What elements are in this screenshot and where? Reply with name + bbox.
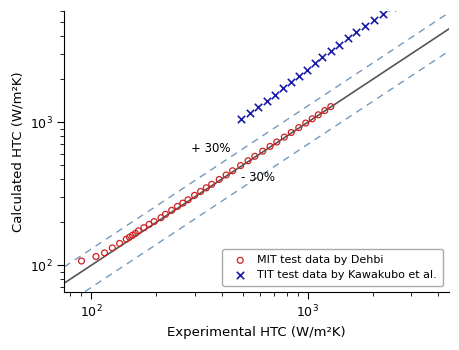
TIT test data by Kawakubo et al. — [378, 11, 386, 16]
MIT test data by Dehbi — [125, 234, 133, 240]
MIT test data by Dehbi — [123, 236, 130, 242]
TIT test data by Kawakubo et al. — [369, 17, 376, 22]
MIT test data by Dehbi — [116, 241, 123, 246]
MIT test data by Dehbi — [92, 254, 100, 259]
MIT test data by Dehbi — [145, 222, 152, 227]
TIT test data by Kawakubo et al. — [310, 61, 318, 66]
TIT test data by Kawakubo et al. — [236, 117, 244, 122]
TIT test data by Kawakubo et al. — [397, 0, 404, 4]
MIT test data by Dehbi — [215, 177, 223, 182]
TIT test data by Kawakubo et al. — [246, 110, 253, 116]
TIT test data by Kawakubo et al. — [271, 92, 279, 98]
MIT test data by Dehbi — [258, 148, 266, 154]
TIT test data by Kawakubo et al. — [295, 73, 302, 79]
TIT test data by Kawakubo et al. — [352, 29, 359, 35]
TIT test data by Kawakubo et al. — [318, 55, 325, 60]
MIT test data by Dehbi — [314, 112, 321, 118]
MIT test data by Dehbi — [184, 197, 191, 203]
MIT test data by Dehbi — [190, 193, 198, 198]
TIT test data by Kawakubo et al. — [387, 4, 395, 10]
MIT test data by Dehbi — [326, 104, 334, 110]
MIT test data by Dehbi — [244, 158, 251, 163]
MIT test data by Dehbi — [302, 120, 309, 126]
MIT test data by Dehbi — [78, 258, 85, 264]
TIT test data by Kawakubo et al. — [287, 79, 294, 85]
TIT test data by Kawakubo et al. — [343, 35, 351, 41]
MIT test data by Dehbi — [108, 245, 116, 251]
MIT test data by Dehbi — [273, 139, 280, 145]
MIT test data by Dehbi — [236, 163, 244, 168]
Text: - 30%: - 30% — [240, 171, 274, 184]
MIT test data by Dehbi — [320, 108, 328, 113]
MIT test data by Dehbi — [150, 219, 157, 224]
MIT test data by Dehbi — [162, 211, 169, 217]
MIT test data by Dehbi — [157, 215, 164, 220]
MIT test data by Dehbi — [229, 168, 236, 174]
MIT test data by Dehbi — [207, 182, 215, 187]
TIT test data by Kawakubo et al. — [279, 85, 286, 91]
MIT test data by Dehbi — [101, 250, 108, 255]
MIT test data by Dehbi — [222, 172, 230, 178]
MIT test data by Dehbi — [295, 125, 302, 131]
TIT test data by Kawakubo et al. — [254, 105, 261, 110]
TIT test data by Kawakubo et al. — [360, 23, 368, 29]
Y-axis label: Calculated HTC (W/m²K): Calculated HTC (W/m²K) — [11, 71, 24, 232]
MIT test data by Dehbi — [132, 231, 139, 236]
MIT test data by Dehbi — [251, 154, 258, 159]
MIT test data by Dehbi — [140, 225, 147, 231]
MIT test data by Dehbi — [308, 116, 315, 121]
MIT test data by Dehbi — [174, 204, 181, 209]
MIT test data by Dehbi — [134, 228, 142, 233]
TIT test data by Kawakubo et al. — [263, 98, 270, 104]
Legend: MIT test data by Dehbi, TIT test data by Kawakubo et al.: MIT test data by Dehbi, TIT test data by… — [222, 248, 442, 286]
Text: + 30%: + 30% — [191, 142, 230, 155]
TIT test data by Kawakubo et al. — [326, 48, 334, 54]
MIT test data by Dehbi — [287, 130, 294, 135]
MIT test data by Dehbi — [202, 185, 210, 191]
TIT test data by Kawakubo et al. — [335, 42, 342, 47]
X-axis label: Experimental HTC (W/m²K): Experimental HTC (W/m²K) — [167, 326, 345, 339]
MIT test data by Dehbi — [196, 189, 204, 194]
MIT test data by Dehbi — [179, 200, 186, 206]
TIT test data by Kawakubo et al. — [302, 67, 310, 73]
MIT test data by Dehbi — [280, 134, 287, 140]
MIT test data by Dehbi — [168, 208, 175, 213]
MIT test data by Dehbi — [129, 232, 136, 238]
MIT test data by Dehbi — [266, 144, 273, 149]
